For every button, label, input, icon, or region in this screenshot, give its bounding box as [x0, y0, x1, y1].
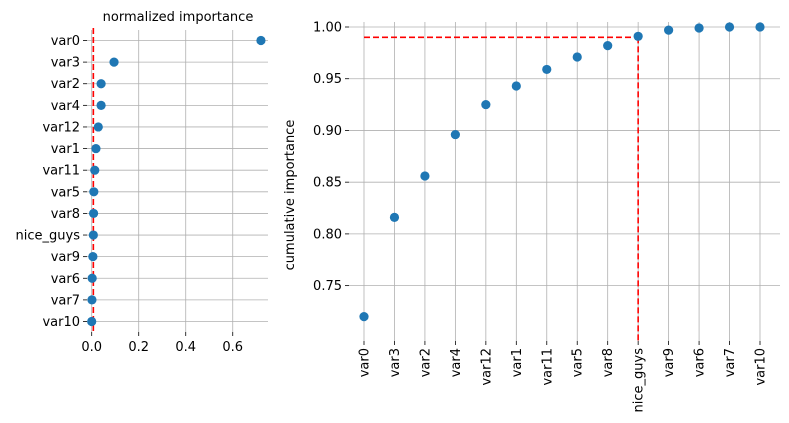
right-grid	[349, 22, 780, 341]
left-y-tick-label: var0	[51, 34, 80, 49]
right-y-tick-label: 0.90	[313, 124, 342, 139]
left-data-point	[87, 316, 97, 327]
right-y-tick-label: 0.95	[313, 72, 342, 87]
right-data-point	[603, 41, 613, 51]
left-data-point	[88, 252, 98, 262]
right-x-tick-label: var7	[723, 348, 738, 377]
right-data-point	[481, 99, 491, 110]
right-y-tick-label: 1.00	[313, 21, 342, 36]
right-x-tick-label: var8	[601, 348, 616, 377]
right-x-tick-label: var1	[510, 348, 525, 377]
left-data-point	[88, 208, 99, 219]
left-y-tick-label: var3	[51, 56, 80, 71]
right-x-tick-label: var3	[388, 348, 403, 377]
right-x-tick-label: var6	[693, 348, 708, 377]
left-y-tick-label: var12	[42, 120, 80, 135]
right-x-tick-label: nice_guys	[632, 348, 647, 413]
left-y-tick-label: var11	[42, 164, 80, 179]
right-x-tick-label: var10	[754, 348, 769, 386]
right-chart-panel: 0.75 0.80 0.85 0.90 0.95 1.00 var0 var3 var2 var4…	[283, 21, 780, 413]
right-data-point	[633, 31, 643, 41]
left-y-tick-label: var7	[51, 293, 80, 308]
right-x-tick-label: var4	[449, 348, 464, 377]
left-y-tick-label: var1	[51, 142, 80, 157]
left-ticks: 0.0 0.2 0.4 0.6 var0 var3 var2 var4 var12 var1 var…	[16, 34, 244, 355]
left-y-tick-label: var6	[51, 272, 80, 287]
right-x-tick-label: var0	[358, 348, 373, 377]
left-data-point	[91, 143, 101, 154]
left-data-point	[87, 295, 97, 305]
left-chart-panel: normalized importance 0.0 0.2 0.4 0.6 var0 va…	[16, 10, 268, 355]
left-data-point	[96, 79, 106, 89]
left-y-tick-label: var8	[51, 207, 80, 222]
right-reference-lines	[364, 36, 639, 341]
left-data-point	[256, 35, 266, 46]
right-ticks: 0.75 0.80 0.85 0.90 0.95 1.00 var0 var3 var2 var4…	[313, 21, 768, 413]
left-data-point	[87, 273, 97, 283]
right-data-point	[359, 312, 369, 322]
left-data-point	[90, 165, 100, 175]
left-data-point	[96, 100, 106, 110]
left-y-tick-label: var9	[51, 250, 80, 265]
left-x-tick-label: 0.0	[81, 340, 102, 355]
left-x-tick-label: 0.4	[175, 340, 196, 355]
left-points	[87, 35, 266, 327]
left-y-tick-label: var2	[51, 77, 80, 92]
right-y-tick-label: 0.85	[313, 176, 342, 191]
left-y-tick-label: var4	[51, 99, 80, 114]
right-x-tick-label: var9	[662, 348, 677, 377]
left-chart-title: normalized importance	[103, 10, 254, 25]
right-y-axis-label: cumulative importance	[283, 120, 298, 271]
right-data-point	[389, 212, 400, 222]
right-data-point	[420, 171, 430, 181]
right-data-point	[724, 22, 735, 32]
left-grid	[87, 30, 268, 332]
left-data-point	[93, 122, 103, 132]
right-points	[359, 22, 765, 322]
left-y-tick-label: var10	[42, 315, 80, 330]
right-x-tick-label: var11	[540, 348, 555, 386]
right-data-point	[572, 52, 582, 62]
right-data-point	[542, 64, 552, 75]
right-x-tick-label: var5	[571, 348, 586, 377]
right-data-point	[664, 25, 674, 35]
right-x-tick-label: var2	[418, 348, 433, 377]
left-x-tick-label: 0.6	[222, 340, 243, 355]
left-data-point	[88, 230, 98, 240]
left-y-tick-label: var5	[51, 185, 80, 200]
right-data-point	[755, 22, 765, 32]
left-data-point	[89, 187, 99, 197]
left-x-tick-label: 0.2	[128, 340, 149, 355]
right-y-tick-label: 0.75	[313, 279, 342, 294]
left-y-tick-label: nice_guys	[16, 229, 81, 244]
right-data-point	[511, 81, 521, 91]
right-y-tick-label: 0.80	[313, 227, 342, 242]
left-data-point	[109, 57, 119, 67]
right-data-point	[450, 129, 460, 140]
right-data-point	[694, 23, 704, 33]
right-x-tick-label: var12	[479, 348, 494, 386]
